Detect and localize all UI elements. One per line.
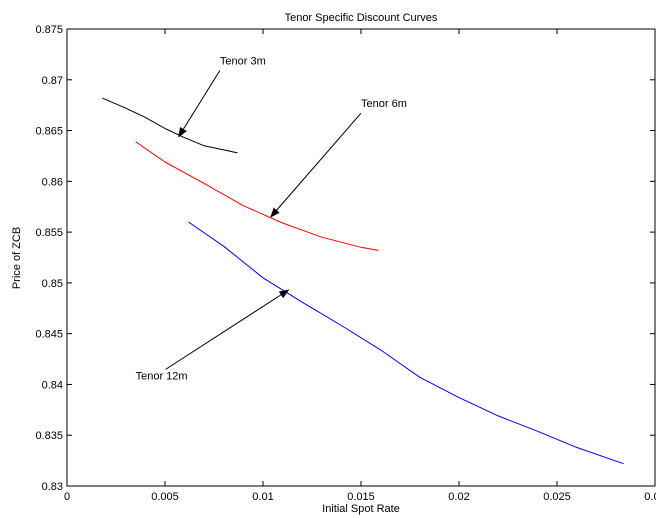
plot-area (66, 28, 656, 487)
series-line (102, 97, 238, 154)
x-tick-label: 0 (64, 491, 70, 503)
series-line (135, 141, 379, 251)
x-tick-label: 0.025 (543, 491, 571, 503)
y-tick-label: 0.84 (42, 379, 63, 391)
series-line (188, 221, 624, 465)
y-tick-label: 0.855 (35, 227, 63, 239)
y-tick-label: 0.835 (35, 430, 63, 442)
y-tick-label: 0.83 (42, 481, 63, 493)
annotation-arrow (270, 112, 362, 218)
series-lines (102, 97, 624, 465)
annotation-label: Tenor 12m (136, 370, 188, 382)
axis-ticks: 0 0.005 0.01 0.015 0.02 0.025 0.03 0.83 0.835 0.8… (35, 24, 656, 503)
y-tick-label: 0.87 (42, 75, 63, 87)
x-axis-label: Initial Spot Rate (322, 503, 400, 515)
x-tick-label: 0.02 (448, 491, 469, 503)
annotation-arrow (178, 70, 221, 138)
chart-title: Tenor Specific Discount Curves (285, 12, 438, 24)
y-tick-label: 0.86 (42, 176, 63, 188)
y-tick-label: 0.875 (35, 24, 63, 36)
y-axis-label: Price of ZCB (11, 227, 23, 289)
x-tick-label: 0.015 (347, 491, 375, 503)
y-tick-label: 0.845 (35, 329, 63, 341)
annotation-label: Tenor 6m (361, 98, 407, 110)
x-tick-label: 0.005 (151, 491, 179, 503)
y-tick-label: 0.85 (42, 278, 63, 290)
x-tick-label: 0.01 (252, 491, 273, 503)
annotation-arrow (165, 289, 290, 370)
annotations: Tenor 3m Tenor 6m Tenor 12m (136, 56, 407, 383)
y-tick-label: 0.865 (35, 126, 63, 138)
x-tick-label: 0.03 (644, 491, 656, 503)
annotation-label: Tenor 3m (220, 56, 266, 68)
